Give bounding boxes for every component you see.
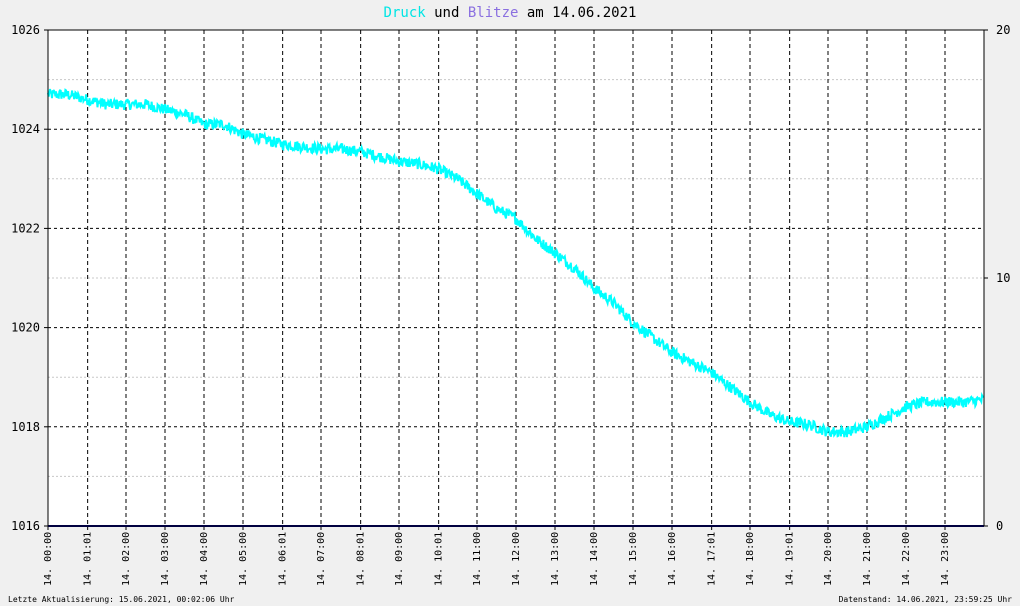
major-grid	[48, 30, 984, 526]
x-tick-label: 14. 09:00	[394, 532, 405, 586]
y-right-tick-label: 10	[996, 271, 1010, 285]
x-tick-label: 14. 12:00	[511, 532, 522, 586]
y-right-tick-label: 20	[996, 23, 1010, 37]
plot-frame	[47, 29, 985, 527]
x-tick-label: 14. 04:00	[199, 532, 210, 586]
y-right-axis-ticks: 0 10 20	[984, 23, 1010, 533]
x-tick-label: 14. 14:00	[589, 532, 600, 586]
y-left-tick-label: 1018	[11, 420, 40, 434]
x-tick-label: 14. 05:00	[238, 532, 249, 586]
x-tick-label: 14. 01:01	[83, 532, 94, 586]
y-right-tick-label: 0	[996, 519, 1003, 533]
x-tick-label: 14. 23:00	[940, 532, 951, 586]
x-tick-label: 14. 19:01	[785, 532, 796, 586]
title-lightning-word: Blitze	[467, 5, 519, 21]
footer-last-update: Letzte Aktualisierung: 15.06.2021, 00:02…	[8, 595, 235, 604]
x-tick-label: 14. 18:00	[745, 532, 756, 586]
x-tick-label: 14. 17:01	[707, 532, 718, 586]
chart-title: Druck und Blitze am 14.06.2021	[0, 5, 1020, 21]
x-tick-label: 14. 13:00	[550, 532, 561, 586]
x-tick-label: 14. 21:00	[862, 532, 873, 586]
x-tick-label: 14. 00:00	[43, 532, 54, 586]
x-tick-label: 14. 07:00	[316, 532, 327, 586]
y-left-tick-label: 1016	[11, 519, 40, 533]
x-tick-label: 14. 10:01	[434, 532, 445, 586]
x-tick-label: 14. 15:00	[628, 532, 639, 586]
x-tick-label: 14. 06:01	[278, 532, 289, 586]
x-tick-label: 14. 08:01	[356, 532, 367, 586]
x-tick-label: 14. 02:00	[121, 532, 132, 586]
y-left-axis-ticks: 1016 1018 1020 1022 1024 1026	[11, 23, 48, 533]
title-pressure-word: Druck	[383, 5, 426, 21]
y-left-tick-label: 1020	[11, 321, 40, 335]
x-tick-label: 14. 11:00	[472, 532, 483, 586]
title-and-word: und	[425, 5, 468, 21]
footer-data-state: Datenstand: 14.06.2021, 23:59:25 Uhr	[838, 595, 1012, 604]
title-date: am 14.06.2021	[518, 5, 637, 21]
y-left-tick-label: 1024	[11, 122, 40, 136]
y-left-tick-label: 1026	[11, 23, 40, 37]
x-tick-label: 14. 03:00	[160, 532, 171, 586]
x-tick-label: 14. 20:00	[823, 532, 834, 586]
x-tick-label: 14. 22:00	[901, 532, 912, 586]
y-left-tick-label: 1022	[11, 221, 40, 235]
x-tick-label: 14. 16:00	[667, 532, 678, 586]
pressure-series-line	[47, 88, 985, 438]
x-axis-ticks: 14. 00:00 14. 01:01 14. 02:00 14. 03:00 14. …	[43, 526, 951, 586]
